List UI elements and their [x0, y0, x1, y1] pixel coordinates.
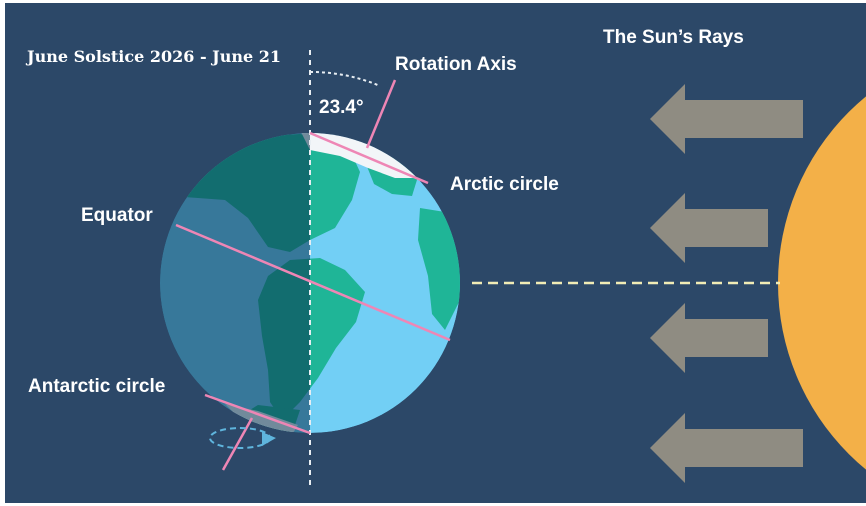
- sun-rays-arrow-icon: [650, 84, 803, 154]
- arctic-circle-label: Arctic circle: [450, 174, 559, 195]
- sun-rays-arrow-icon: [650, 303, 768, 373]
- rotation-axis-label: Rotation Axis: [395, 54, 517, 75]
- equator-label: Equator: [81, 205, 153, 226]
- tilt-angle-label: 23.4°: [319, 97, 364, 118]
- sun-rays-arrow-icon: [650, 193, 768, 263]
- diagram-title: June Solstice 2026 - June 21: [25, 47, 281, 66]
- rotation-direction-icon: [209, 427, 276, 449]
- north-ice: [300, 133, 425, 178]
- arctic-circle-line: [309, 131, 429, 185]
- sun-rays-arrow-icon: [650, 413, 803, 483]
- equator-line: [175, 223, 451, 342]
- antarctic-circle-label: Antarctic circle: [28, 376, 165, 397]
- rotation-axis-line: [365, 79, 397, 149]
- sun-rays-arrows: [650, 84, 803, 483]
- rotation-axis-south-line: [221, 417, 254, 471]
- sun: [778, 96, 866, 470]
- sun-rays-label: The Sun’s Rays: [603, 27, 744, 48]
- antarctic-circle-line: [204, 393, 311, 435]
- tilt-angle-arc: [309, 70, 381, 87]
